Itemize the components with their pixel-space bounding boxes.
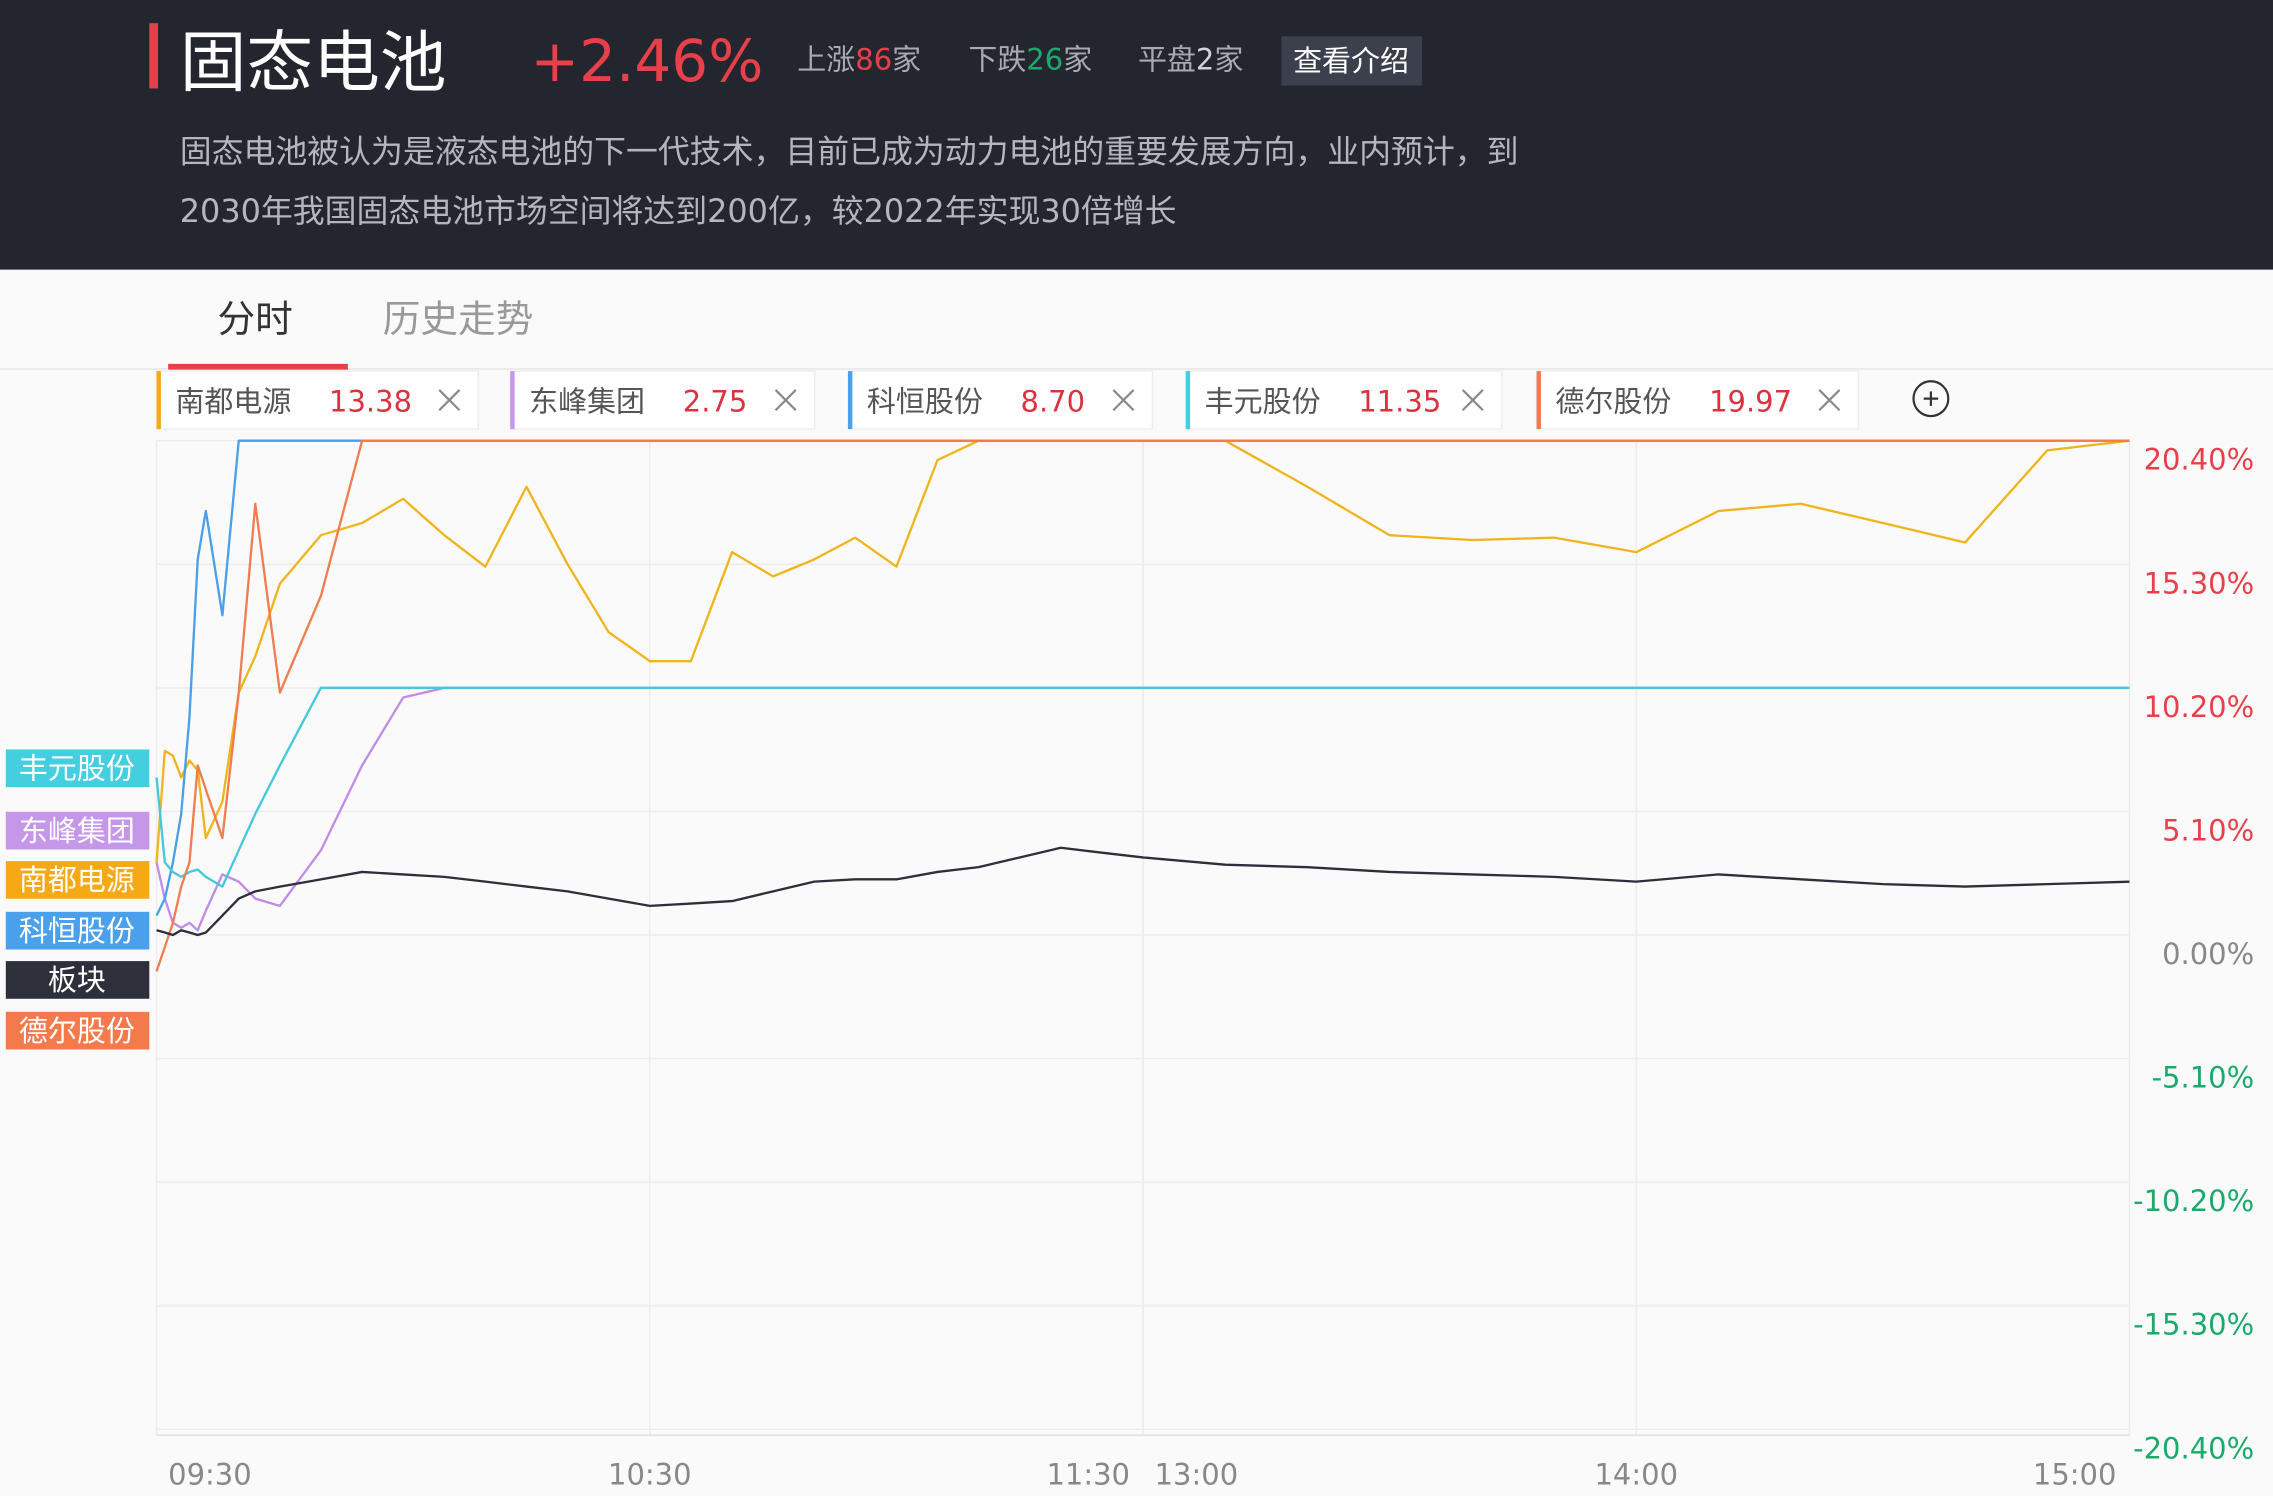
stat-unit: 家 (892, 43, 921, 77)
remove-icon[interactable] (438, 389, 461, 412)
series-label-bg (5, 961, 150, 999)
series-line (155, 686, 2130, 888)
remove-icon[interactable] (774, 389, 797, 412)
y-tick-label: -10.20% (2133, 1184, 2254, 1218)
add-icon[interactable] (1923, 391, 1939, 406)
compare-tag-color (1536, 371, 1541, 430)
intro-button[interactable] (1281, 36, 1423, 86)
add-button[interactable] (1912, 380, 1950, 418)
x-tick-label: 11:30 (1046, 1457, 1130, 1491)
tab-active[interactable]: 分时 (217, 297, 292, 341)
series-label-bg (5, 1011, 150, 1050)
stat: 上涨86家 (797, 43, 921, 77)
y-tick-label: -15.30% (2133, 1308, 2254, 1342)
stat-label: 平盘 (1138, 43, 1196, 77)
compare-tag[interactable] (155, 370, 480, 430)
compare-tag-price: 8.70 (1021, 385, 1086, 419)
compare-tag-color (1185, 371, 1191, 430)
series-label: 丰元股份 (19, 751, 135, 785)
remove-icon[interactable] (1461, 389, 1484, 412)
stat-count: 2 (1196, 43, 1214, 77)
compare-tag[interactable] (847, 370, 1154, 430)
title-bar (149, 23, 159, 89)
series-label: 板块 (48, 963, 106, 997)
compare-tag-color (848, 371, 853, 430)
series-label: 科恒股份 (19, 914, 135, 948)
series-label-bg (5, 911, 150, 950)
stat: 下跌26家 (968, 43, 1092, 77)
y-tick-label: 10.20% (2144, 690, 2255, 724)
title: 固态电池 (180, 24, 447, 102)
compare-tag-price: 13.38 (329, 385, 412, 419)
y-tick-label: -20.40% (2133, 1431, 2254, 1465)
y-tick-label: 5.10% (2162, 813, 2254, 847)
stat-count: 26 (1026, 43, 1063, 77)
description: 2030年我国固态电池市场空间将达到200亿，较2022年实现30倍增长 (180, 192, 1177, 230)
series-label-bg (5, 749, 150, 788)
compare-tag-name: 东峰集团 (529, 385, 645, 419)
tab[interactable]: 历史走势 (383, 297, 534, 341)
intro-button-label[interactable]: 查看介绍 (1293, 44, 1409, 78)
compare-tag-price: 11.35 (1358, 385, 1441, 419)
stat-label: 上涨 (797, 43, 855, 77)
compare-tag-color (156, 371, 161, 430)
stat-label: 下跌 (968, 43, 1026, 77)
y-tick-label: 15.30% (2144, 566, 2255, 600)
stat-unit: 家 (1063, 43, 1092, 77)
x-tick-label: 09:30 (168, 1457, 252, 1491)
series-label: 东峰集团 (19, 814, 135, 848)
y-tick-label: 0.00% (2162, 937, 2254, 971)
header-bg (0, 0, 2273, 270)
y-tick-label: 20.40% (2144, 443, 2255, 477)
compare-tag[interactable] (1535, 370, 1860, 430)
remove-icon[interactable] (1818, 389, 1841, 412)
change: +2.46% (531, 27, 764, 95)
series-line (155, 439, 2130, 863)
compare-tag-name: 丰元股份 (1205, 385, 1321, 419)
series-label-bg (5, 861, 150, 899)
compare-tag-name: 科恒股份 (867, 385, 983, 419)
series-line (156, 846, 2130, 937)
tab-underline (168, 363, 348, 370)
x-tick-label: 15:00 (2033, 1457, 2117, 1491)
x-tick-label: 13:00 (1155, 1457, 1239, 1491)
compare-tag-price: 19.97 (1709, 385, 1792, 419)
series-label: 德尔股份 (19, 1014, 135, 1048)
remove-icon[interactable] (1112, 389, 1135, 412)
compare-tag-price: 2.75 (683, 385, 748, 419)
x-tick-label: 10:30 (608, 1457, 692, 1491)
x-tick-label: 14:00 (1594, 1457, 1678, 1491)
compare-tag[interactable] (1185, 370, 1503, 430)
compare-tag-name: 德尔股份 (1555, 385, 1671, 419)
description: 固态电池被认为是液态电池的下一代技术，目前已成为动力电池的重要发展方向，业内预计… (180, 132, 1519, 170)
stat-unit: 家 (1214, 43, 1243, 77)
series-label: 南都电源 (19, 863, 135, 897)
y-tick-label: -5.10% (2152, 1061, 2255, 1095)
series-label-bg (5, 811, 150, 850)
stat: 平盘2家 (1138, 43, 1243, 77)
compare-tag-color (510, 371, 515, 430)
stat-count: 86 (855, 43, 892, 77)
compare-tag-name: 南都电源 (175, 385, 291, 419)
series-line (155, 439, 2130, 972)
